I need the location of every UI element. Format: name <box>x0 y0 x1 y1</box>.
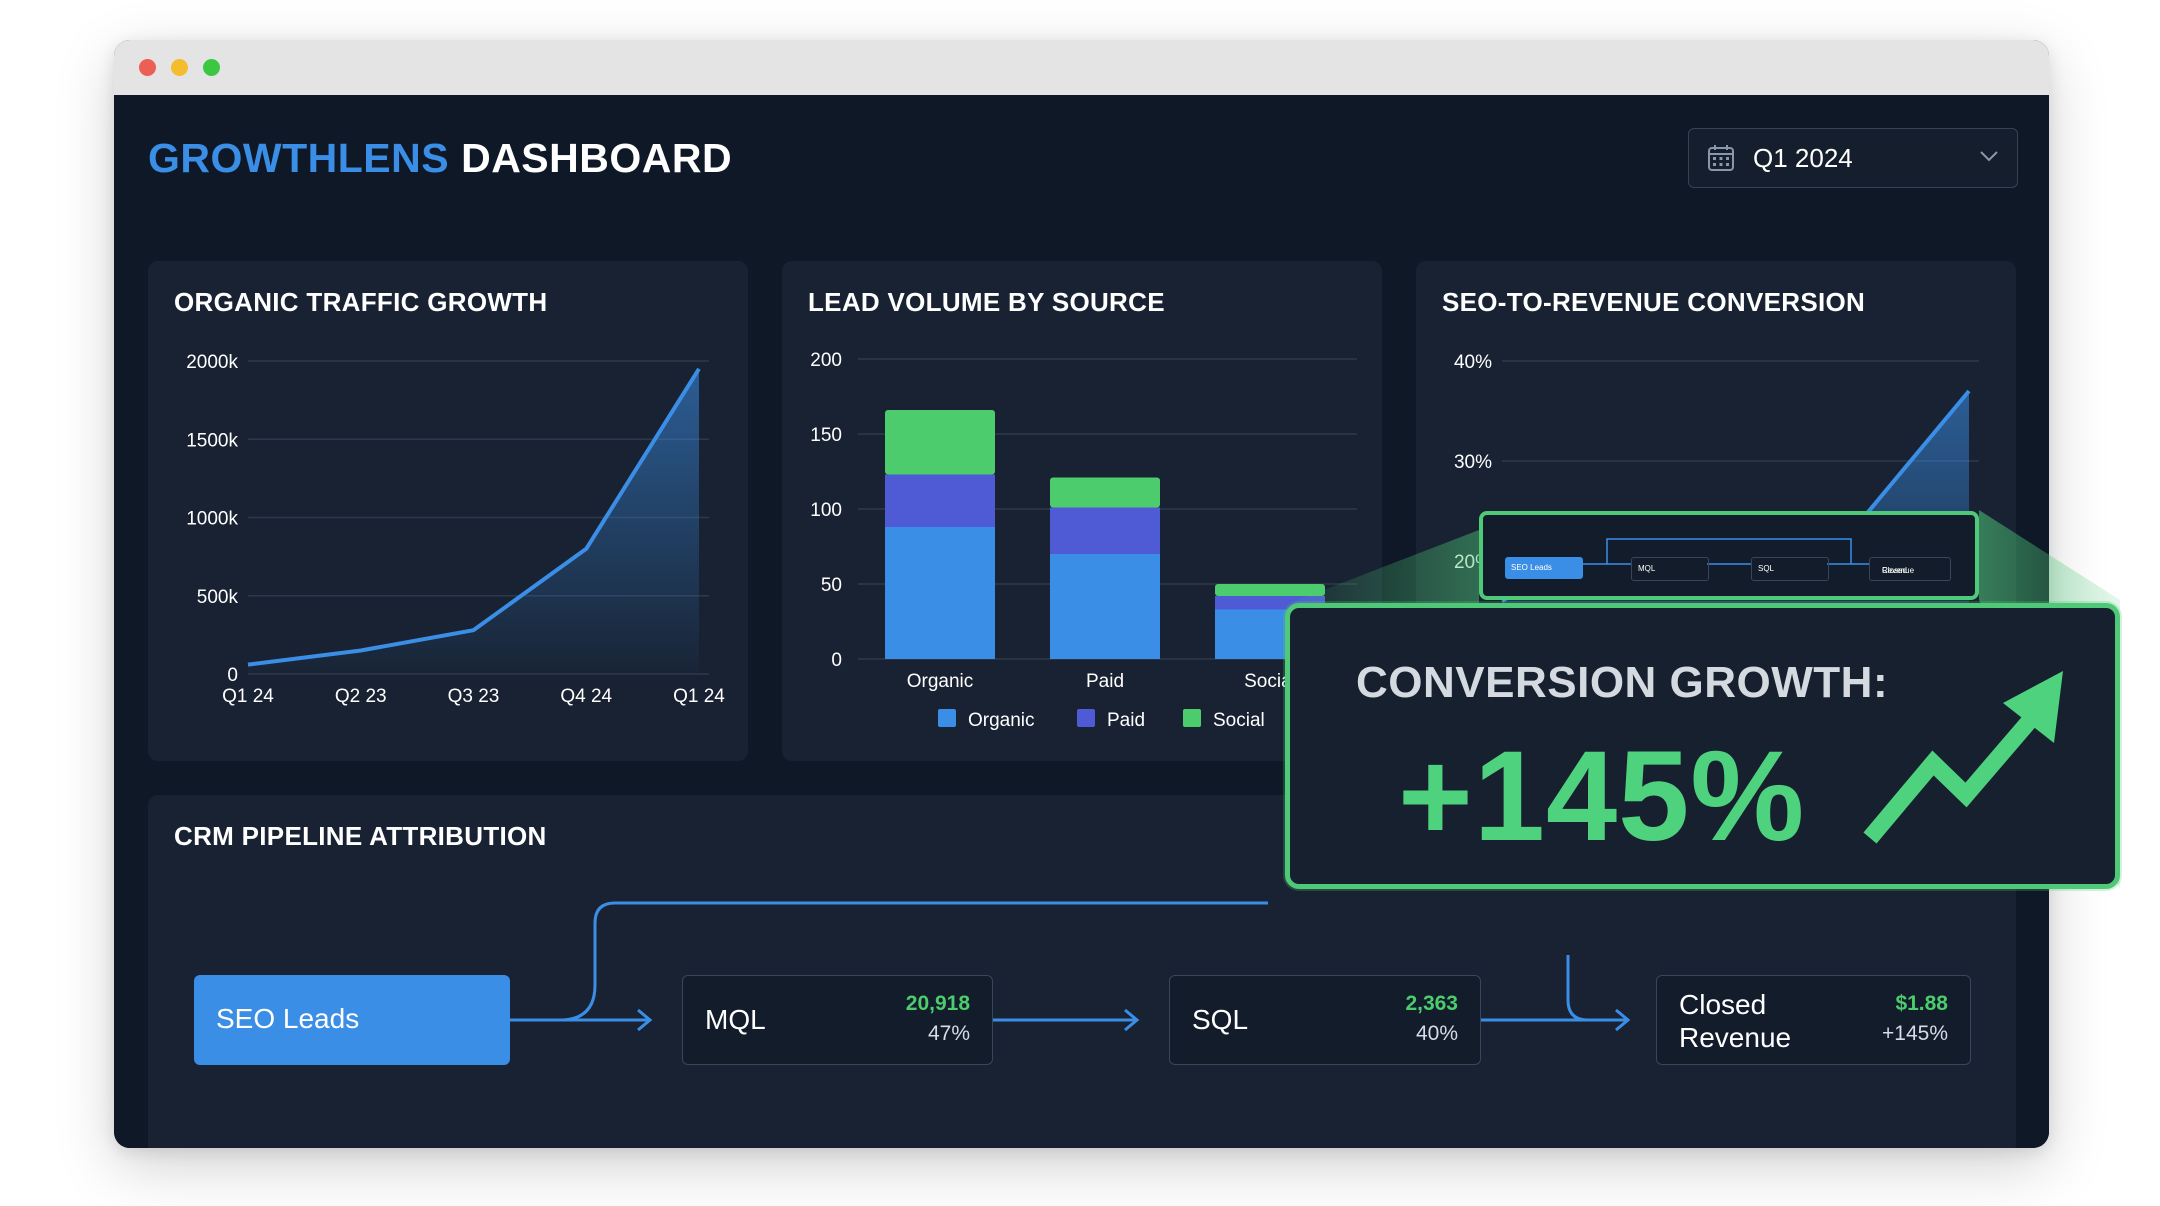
node-label-line-1: Closed <box>1679 989 1767 1020</box>
y-tick-label: 2000k <box>186 352 238 373</box>
pipeline-node-mql[interactable]: MQL 20,918 47% <box>682 975 993 1065</box>
bar-segment-organic <box>885 527 995 659</box>
node-label: Closed Revenue <box>1679 988 1791 1054</box>
y-tick-label: 500k <box>197 587 239 608</box>
lead-volume-card: LEAD VOLUME BY SOURCE 0 50 100 150 200 Organi… <box>782 261 1382 761</box>
conversion-growth-callout: CONVERSION GROWTH: +145% <box>1285 603 2120 889</box>
series-area <box>248 368 699 674</box>
pipeline-connectors <box>510 901 1631 1032</box>
bar-segment-social <box>885 410 995 475</box>
x-tick-label: Social <box>1244 671 1296 692</box>
x-tick-label: Paid <box>1086 671 1124 692</box>
card-title: CRM PIPELINE ATTRIBUTION <box>174 821 547 851</box>
x-tick-label: Q1 24 <box>673 686 725 707</box>
callout-title: CONVERSION GROWTH: <box>1356 658 1889 707</box>
mini-node-label-line-1: Closed <box>1882 566 1907 575</box>
bar-segment-social <box>1215 584 1325 596</box>
y-tick-label: 50 <box>821 575 842 596</box>
bar-segment-organic <box>1050 554 1160 659</box>
brand-name: GROWTHLENS <box>148 135 450 181</box>
y-tick-label: 100 <box>810 500 842 521</box>
mini-node-label: SEO Leads <box>1511 563 1552 572</box>
mini-node-closed-revenue: Closed Revenue <box>1869 557 1951 581</box>
node-percent: 47% <box>927 1022 970 1045</box>
y-tick-label: 150 <box>810 425 842 446</box>
node-count: 2,363 <box>1405 992 1458 1015</box>
minimize-window-button[interactable] <box>171 59 188 76</box>
date-range-select[interactable]: Q1 2024 <box>1688 128 2018 188</box>
y-tick-label: 0 <box>227 665 238 686</box>
maximize-window-button[interactable] <box>203 59 220 76</box>
node-count: $1.88 <box>1895 992 1948 1015</box>
y-tick-label: 200 <box>810 350 842 371</box>
close-window-button[interactable] <box>139 59 156 76</box>
legend-label: Paid <box>1107 710 1145 731</box>
node-label: SQL <box>1192 1004 1249 1035</box>
pipeline-node-closed-revenue[interactable]: Closed Revenue $1.88 +145% <box>1656 975 1971 1065</box>
mini-node-mql: MQL <box>1631 557 1709 581</box>
node-label-line-2: Revenue <box>1679 1022 1792 1053</box>
window-titlebar <box>114 40 2049 95</box>
mini-node-sql: SQL <box>1751 557 1829 581</box>
mini-pipeline-connectors <box>1583 538 1869 565</box>
pipeline-node-seo-leads[interactable]: SEO Leads <box>194 975 510 1065</box>
trending-up-arrow-icon <box>1863 671 2063 844</box>
organic-traffic-chart: 0 500k 1000k 1500k 2000k Q1 24 Q2 23 Q3 23 Q4 24… <box>186 352 725 707</box>
lead-volume-chart: 0 50 100 150 200 Organic Paid Social Organic Paid… <box>810 350 1357 731</box>
mini-node-label: SQL <box>1758 564 1775 573</box>
page-title-text: DASHBOARD <box>461 135 733 181</box>
node-percent: 40% <box>1415 1022 1458 1045</box>
pipeline-node-sql[interactable]: SQL 2,363 40% <box>1169 975 1481 1065</box>
callout-value: +145% <box>1398 725 1806 868</box>
bar-segment-paid <box>1050 507 1160 554</box>
y-tick-label: 0 <box>831 650 842 671</box>
mini-node-label-line-2: Revenue <box>1882 566 1915 575</box>
x-tick-label: Q1 24 <box>222 686 274 707</box>
card-title: LEAD VOLUME BY SOURCE <box>808 287 1165 317</box>
node-label: MQL <box>705 1004 766 1035</box>
date-range-value: Q1 2024 <box>1753 143 1853 173</box>
y-tick-label: 1500k <box>186 430 238 451</box>
series-line <box>247 367 701 667</box>
bar-segment-paid <box>885 474 995 527</box>
legend-swatch <box>1183 709 1201 727</box>
card-title: SEO-TO-REVENUE CONVERSION <box>1442 287 1866 317</box>
card-title: ORGANIC TRAFFIC GROWTH <box>174 287 548 317</box>
y-tick-label: 30% <box>1454 452 1492 473</box>
organic-traffic-card: ORGANIC TRAFFIC GROWTH 0 500k 1000k 1500k 20… <box>148 261 748 761</box>
x-tick-label: Organic <box>907 671 974 692</box>
y-tick-label: 1000k <box>186 509 238 530</box>
node-percent: +145% <box>1882 1022 1948 1045</box>
page-title: GROWTHLENS DASHBOARD <box>148 135 732 182</box>
zoomed-pipeline-preview: SEO Leads MQL SQL Closed Revenue <box>1479 511 1979 600</box>
x-tick-label: Q2 23 <box>335 686 387 707</box>
legend-swatch <box>1077 709 1095 727</box>
x-tick-label: Q4 24 <box>560 686 612 707</box>
node-count: 20,918 <box>905 992 970 1015</box>
y-tick-label: 40% <box>1454 352 1492 373</box>
legend-swatch <box>938 709 956 727</box>
legend-label: Organic <box>968 710 1035 731</box>
bar-segment-social <box>1050 477 1160 508</box>
chevron-down-icon <box>1980 151 1998 162</box>
legend-label: Social <box>1213 710 1265 731</box>
mini-node-label: MQL <box>1638 564 1656 573</box>
x-tick-label: Q3 23 <box>448 686 500 707</box>
node-label: SEO Leads <box>216 1003 360 1034</box>
mini-node-seo-leads: SEO Leads <box>1505 557 1583 579</box>
calendar-icon <box>1708 145 1734 171</box>
